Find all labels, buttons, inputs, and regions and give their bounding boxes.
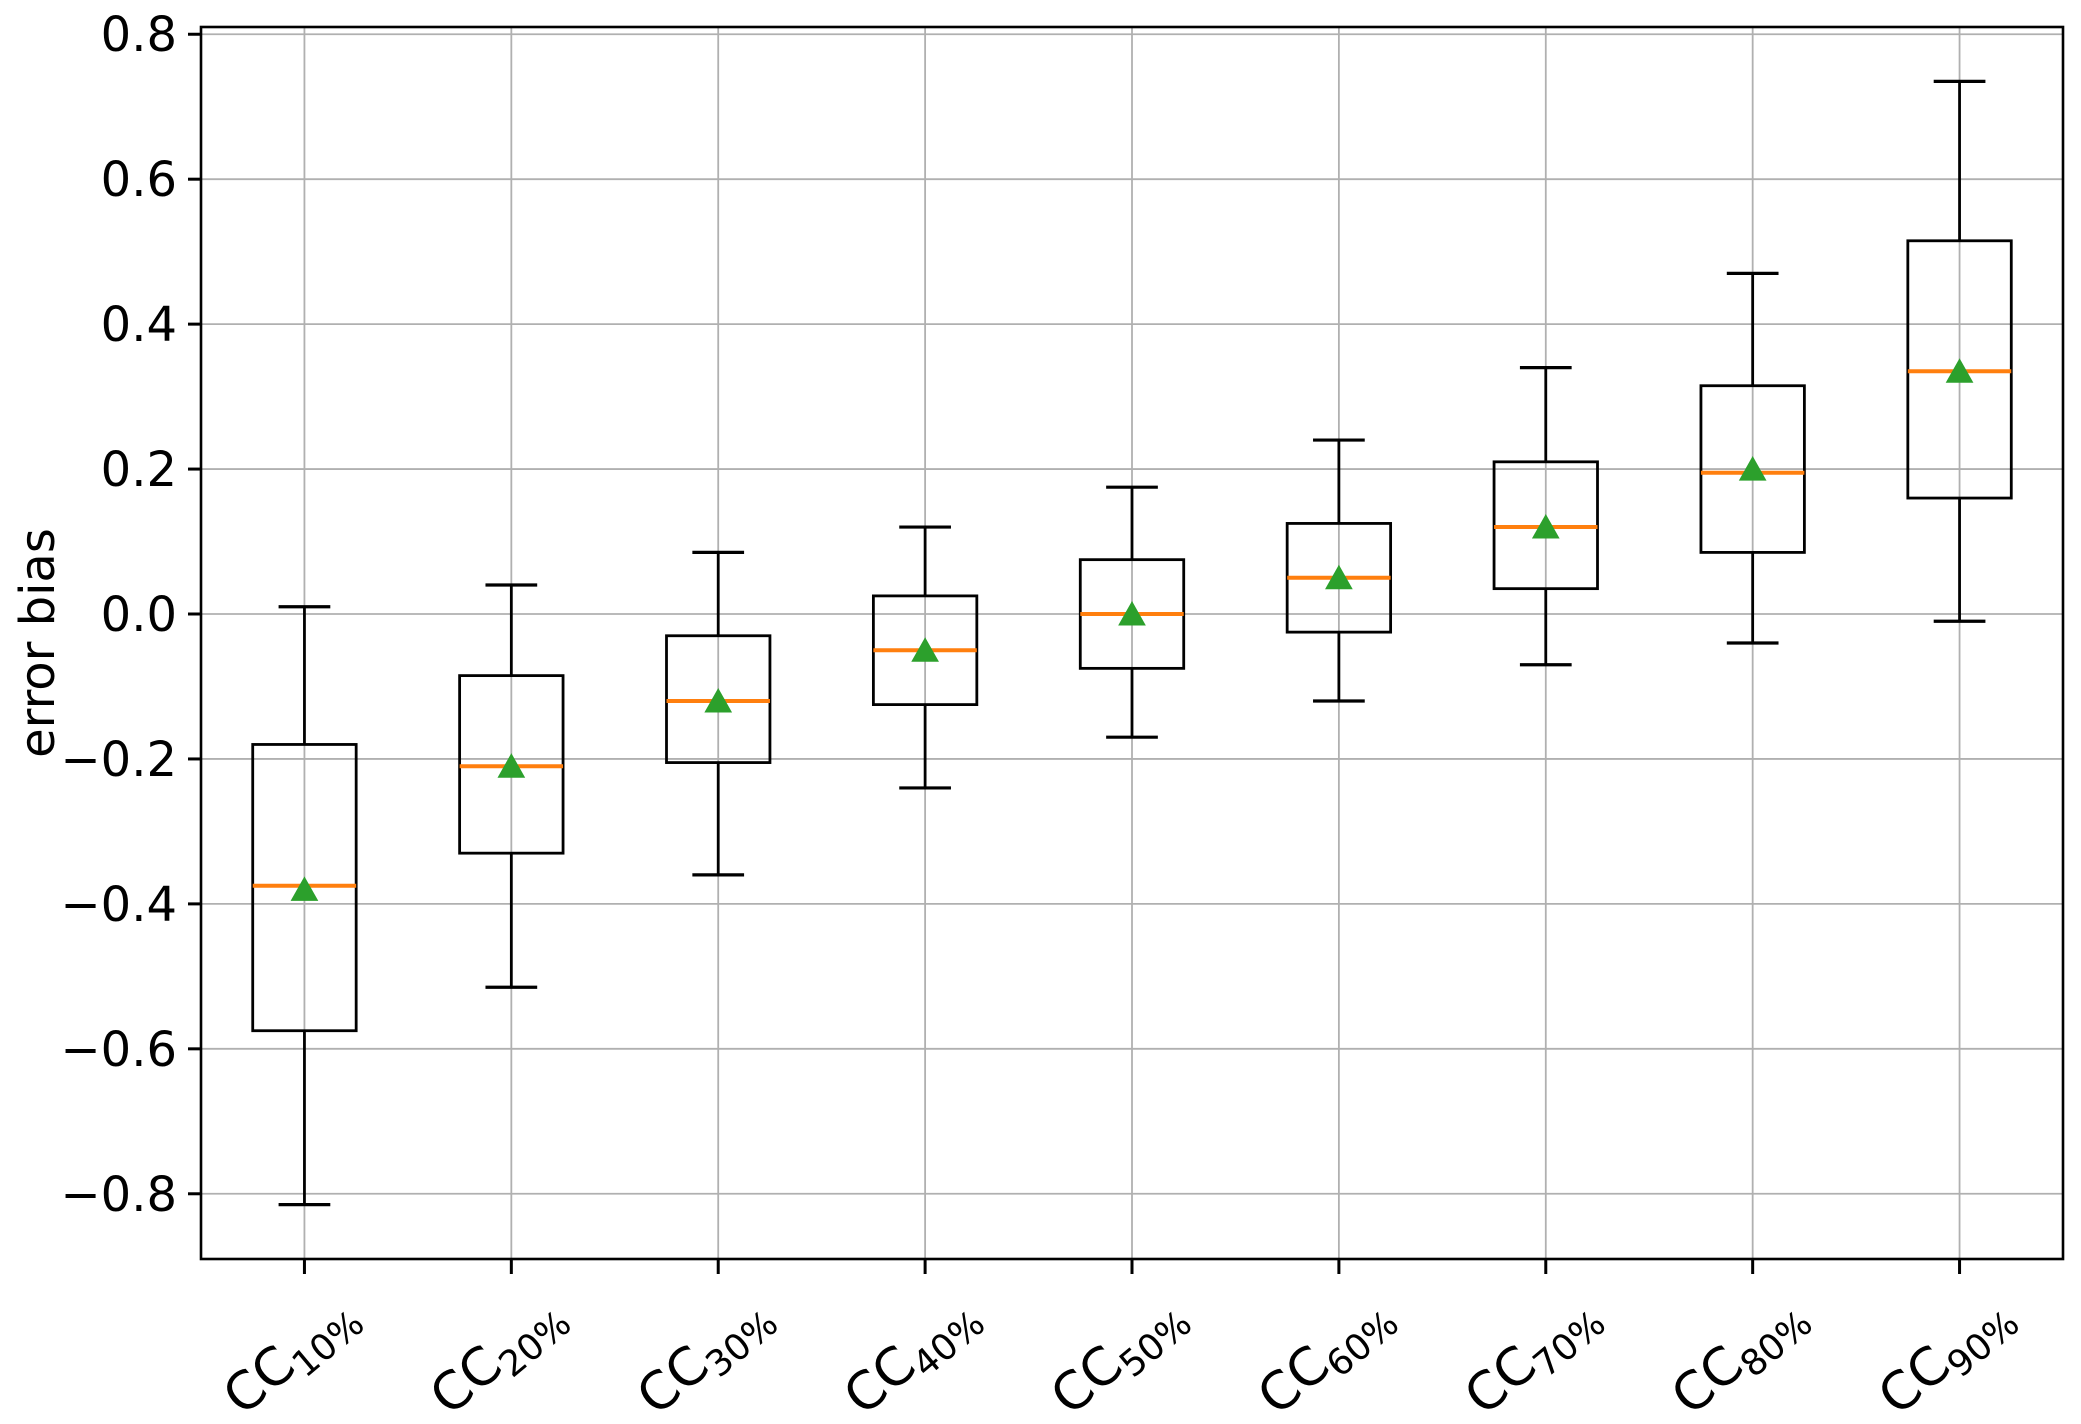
tick-layer [188,32,1962,1274]
y-tick-label: 0.0 [101,587,177,643]
x-tick-label: CC10% [212,1283,372,1424]
y-tick-label: −0.6 [60,1022,177,1078]
y-axis-label: error bias [10,528,66,758]
y-tick-label: 0.4 [101,297,177,353]
mean-marker [1945,358,1974,383]
x-tick-label: CC30% [626,1283,786,1424]
x-tick-label: CC80% [1661,1283,1821,1424]
mean-marker [290,876,319,901]
y-tick-label: 0.8 [101,7,177,63]
y-tick-label: −0.2 [60,732,177,788]
mean-marker [1531,514,1560,539]
boxplot-CC90% [1906,79,2013,623]
mean-marker [1118,600,1146,626]
boxplot-CC60% [1285,438,1393,703]
x-tick-labels: CC10% CC20% CC30% CC40% CC50% CC60% CC70% CC80%… [212,1283,2027,1424]
boxplot-CC80% [1699,271,1806,645]
x-tick-label: CC90% [1867,1283,2027,1424]
y-tick-label: −0.4 [60,877,177,933]
mean-marker [704,687,733,713]
boxplot-CC40% [871,525,979,790]
boxplot-CC50% [1078,485,1186,739]
mean-marker [1738,456,1767,481]
box-layer [251,79,2013,1207]
y-tick-label: −0.8 [60,1167,177,1223]
x-tick-label: CC20% [419,1283,579,1424]
x-tick-label: CC50% [1040,1283,1200,1424]
y-tick-labels: 0.8 0.6 0.4 0.2 0.0 −0.2 −0.4 −0.6 −0.8 [60,7,177,1223]
mean-marker [497,753,526,778]
mean-marker [1325,564,1353,590]
boxplot-CC30% [665,550,772,877]
x-tick-label: CC40% [833,1283,993,1424]
x-tick-label: CC60% [1247,1283,1407,1424]
boxplot-CC70% [1492,366,1599,667]
x-tick-label: CC70% [1454,1283,1614,1424]
y-tick-label: 0.2 [101,442,177,498]
mean-marker [911,637,939,662]
boxplot-CC20% [458,583,565,989]
y-tick-label: 0.6 [101,152,177,208]
iqr-box [1699,384,1806,554]
boxplot-CC10% [251,605,358,1207]
